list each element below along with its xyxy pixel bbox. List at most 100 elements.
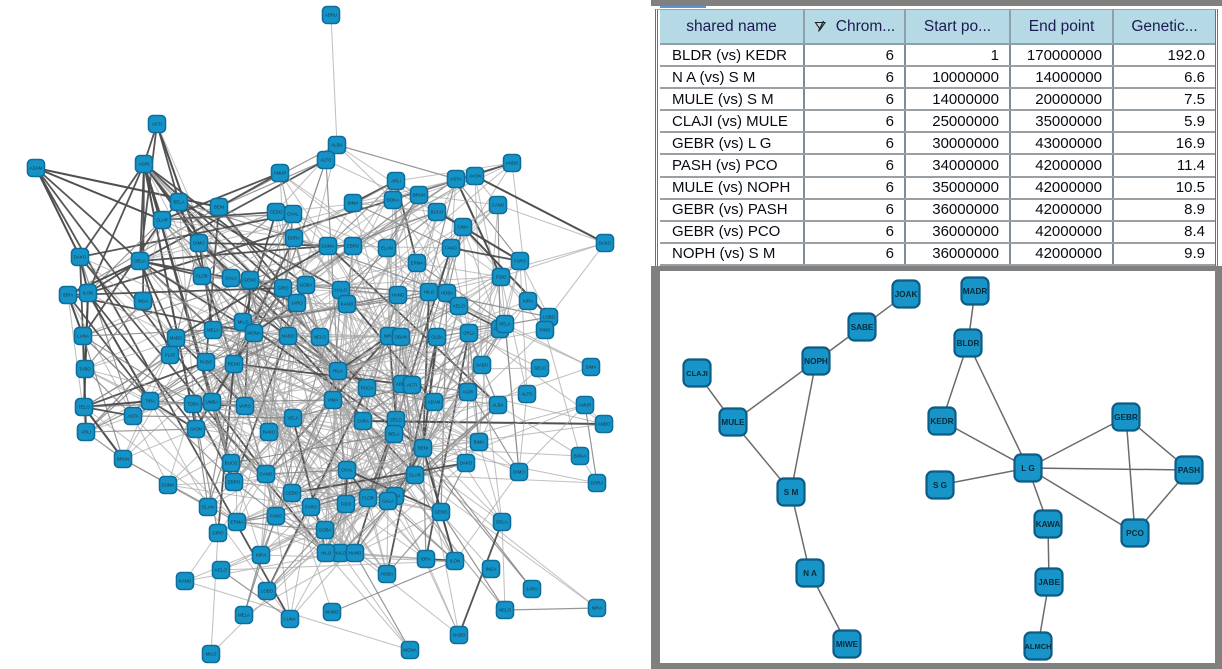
svg-text:DAKO: DAKO [460,461,473,466]
svg-text:PASH: PASH [1178,466,1200,475]
svg-text:AVON: AVON [469,174,481,179]
svg-text:LOBO: LOBO [543,315,556,320]
svg-text:BUCO: BUCO [225,461,238,466]
svg-text:HILO: HILO [321,551,332,556]
svg-text:TOBA: TOBA [187,402,199,407]
svg-text:GIRO: GIRO [277,286,289,291]
svg-text:KAWA: KAWA [1036,520,1061,529]
svg-text:OLBA: OLBA [431,335,443,340]
svg-text:DAKO: DAKO [74,255,87,260]
svg-text:SABO: SABO [476,363,489,368]
svg-text:AGRI: AGRI [139,162,150,167]
svg-text:CHAL: CHAL [287,212,299,217]
svg-text:DUMA: DUMA [322,244,335,249]
svg-text:BOKA: BOKA [387,198,399,203]
svg-text:CANO: CANO [492,203,505,208]
svg-text:S G: S G [933,481,947,490]
svg-text:FANO: FANO [445,246,458,251]
svg-text:GOBA: GOBA [319,528,332,533]
svg-text:IDRA: IDRA [63,293,74,298]
svg-text:KANO: KANO [341,302,354,307]
svg-text:MELA: MELA [207,328,219,333]
svg-text:GEBR: GEBR [1114,413,1138,422]
svg-text:BAKO: BAKO [599,241,612,246]
svg-text:BLDR: BLDR [957,339,980,348]
svg-text:ZARA: ZARA [357,419,369,424]
svg-text:BUCO: BUCO [431,210,444,215]
svg-text:ROCA: ROCA [361,386,374,391]
svg-text:BOKA: BOKA [574,454,586,459]
svg-text:NOPH: NOPH [804,357,828,366]
svg-text:KIRA: KIRA [523,299,533,304]
svg-text:LUNA: LUNA [77,334,89,339]
svg-text:HILO: HILO [424,290,435,295]
svg-text:GENO: GENO [244,278,258,283]
svg-text:CLAJI: CLAJI [686,369,708,378]
svg-text:PINO: PINO [540,328,551,333]
svg-text:OBAN: OBAN [395,335,407,340]
svg-text:PCO: PCO [1126,529,1144,538]
svg-text:MABO: MABO [326,610,340,615]
svg-text:HOBA: HOBA [441,291,454,296]
svg-text:PLAT: PLAT [165,353,176,358]
svg-text:NABO: NABO [453,633,466,638]
svg-text:ACTI: ACTI [407,383,417,388]
svg-text:DELA: DELA [134,259,146,264]
svg-text:DUMA: DUMA [162,483,175,488]
svg-text:CIMA: CIMA [458,225,469,230]
svg-text:GENO: GENO [435,510,449,515]
svg-text:CHAL: CHAL [341,468,353,473]
svg-text:ADAM: ADAM [428,400,441,405]
svg-text:DORA: DORA [591,481,604,486]
svg-text:BELA: BELA [173,200,184,205]
svg-text:HALO: HALO [335,288,348,293]
svg-text:TIRA: TIRA [145,399,155,404]
svg-text:AGRI: AGRI [463,390,474,395]
svg-text:ABRU: ABRU [325,13,337,18]
svg-text:NIRA: NIRA [592,606,603,611]
svg-text:FARO: FARO [305,505,318,510]
svg-text:ORLA: ORLA [463,331,475,336]
svg-text:NELO: NELO [499,608,512,613]
svg-text:BENI: BENI [418,446,428,451]
svg-text:VELA: VELA [287,416,298,421]
svg-text:VIMA: VIMA [328,398,339,403]
svg-text:MABO: MABO [170,336,184,341]
svg-text:KIRA: KIRA [256,553,266,558]
svg-text:CEDO: CEDO [270,210,283,215]
svg-text:FLOR: FLOR [362,496,374,501]
svg-text:HALO: HALO [334,551,347,556]
svg-text:KANO: KANO [179,579,192,584]
svg-text:AMUR: AMUR [274,171,287,176]
svg-text:NELO: NELO [314,335,327,340]
svg-text:ERMA: ERMA [411,261,424,266]
svg-text:CANO: CANO [260,472,273,477]
svg-text:INGA: INGA [138,299,149,304]
svg-text:EBRO: EBRO [228,480,241,485]
svg-text:CEDO: CEDO [286,491,299,496]
svg-text:CLAR: CLAR [156,218,168,223]
svg-text:MILO: MILO [238,320,249,325]
svg-text:EBRO: EBRO [347,244,360,249]
svg-text:ALTO: ALTO [320,158,332,163]
svg-text:AMUR: AMUR [579,403,592,408]
svg-text:FANO: FANO [270,514,283,519]
svg-text:SELO: SELO [534,366,546,371]
svg-text:ILON: ILON [450,559,460,564]
svg-text:DIMO: DIMO [193,241,205,246]
svg-text:ABRU: ABRU [396,382,408,387]
svg-text:BIMA: BIMA [474,440,485,445]
svg-text:INGA: INGA [486,567,497,572]
svg-text:KELO: KELO [215,568,227,573]
svg-text:RENO: RENO [228,362,241,367]
svg-text:DIMO: DIMO [513,470,525,475]
svg-text:L G: L G [1021,464,1035,473]
svg-text:AVON: AVON [190,427,202,432]
svg-text:MIWE: MIWE [836,640,859,649]
svg-text:BAKO: BAKO [263,430,276,435]
svg-text:ALBA: ALBA [331,143,342,148]
svg-text:HOBA: HOBA [381,572,394,577]
svg-text:TABO: TABO [79,367,91,372]
svg-text:SABE: SABE [851,323,874,332]
svg-text:GALA: GALA [382,499,394,504]
